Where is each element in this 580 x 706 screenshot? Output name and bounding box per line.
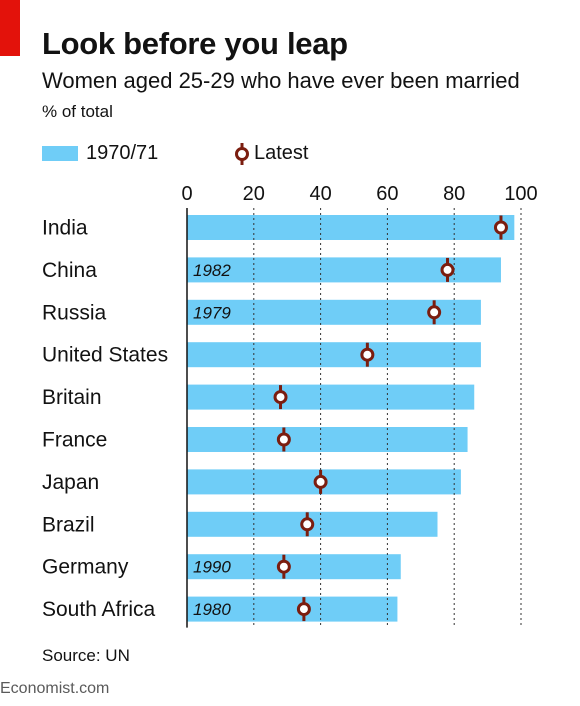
- x-tick-label: 40: [309, 183, 331, 205]
- legend-label-bar: 1970/71: [86, 142, 159, 164]
- bar-year-annotation: 1982: [193, 261, 231, 280]
- legend-marker-icon: [232, 142, 252, 166]
- x-tick-label: 60: [376, 183, 398, 205]
- latest-marker: [276, 432, 291, 447]
- chart-title: Look before you leap: [42, 26, 348, 61]
- latest-marker: [276, 559, 291, 574]
- latest-marker: [313, 474, 328, 489]
- x-tick-label: 0: [181, 183, 192, 205]
- category-label: Germany: [42, 556, 129, 579]
- latest-marker: [300, 517, 315, 532]
- chart-subtitle: Women aged 25-29 who have ever been marr…: [42, 68, 520, 93]
- category-label: Japan: [42, 471, 99, 494]
- x-tick-label: 20: [243, 183, 265, 205]
- legend-label-marker: Latest: [254, 142, 309, 164]
- accent-tag: [0, 0, 20, 56]
- latest-marker: [296, 602, 311, 617]
- bar-year-annotation: 1980: [193, 600, 231, 619]
- latest-marker: [493, 220, 508, 235]
- category-label: Brazil: [42, 513, 95, 536]
- bar-1970: [187, 384, 475, 410]
- latest-marker: [440, 262, 455, 277]
- source-note: Source: UN: [42, 646, 130, 665]
- legend-swatch-bar: [42, 146, 78, 161]
- latest-marker: [427, 305, 442, 320]
- category-label: China: [42, 259, 97, 282]
- unit-label: % of total: [42, 102, 113, 121]
- bar-year-annotation: 1979: [193, 303, 231, 322]
- category-label: South Africa: [42, 598, 156, 621]
- brand-label: Economist.com: [0, 680, 110, 697]
- category-label: India: [42, 217, 88, 240]
- category-label: United States: [42, 344, 168, 367]
- category-label: Britain: [42, 386, 102, 409]
- category-label: France: [42, 429, 107, 452]
- latest-marker: [360, 347, 375, 362]
- bar-1970: [187, 554, 401, 580]
- bar-1970: [187, 342, 481, 368]
- x-tick-label: 100: [504, 183, 537, 205]
- latest-marker: [273, 390, 288, 405]
- bar-1970: [187, 427, 468, 452]
- bar-chart: 0 20 40 60 80 100 India China 1982 Russia 1979 Unit…: [42, 183, 538, 628]
- category-label: Russia: [42, 301, 107, 324]
- bar-1970: [187, 215, 515, 240]
- x-tick-label: 80: [443, 183, 465, 205]
- bar-year-annotation: 1990: [193, 558, 231, 577]
- bar-1970: [187, 596, 398, 622]
